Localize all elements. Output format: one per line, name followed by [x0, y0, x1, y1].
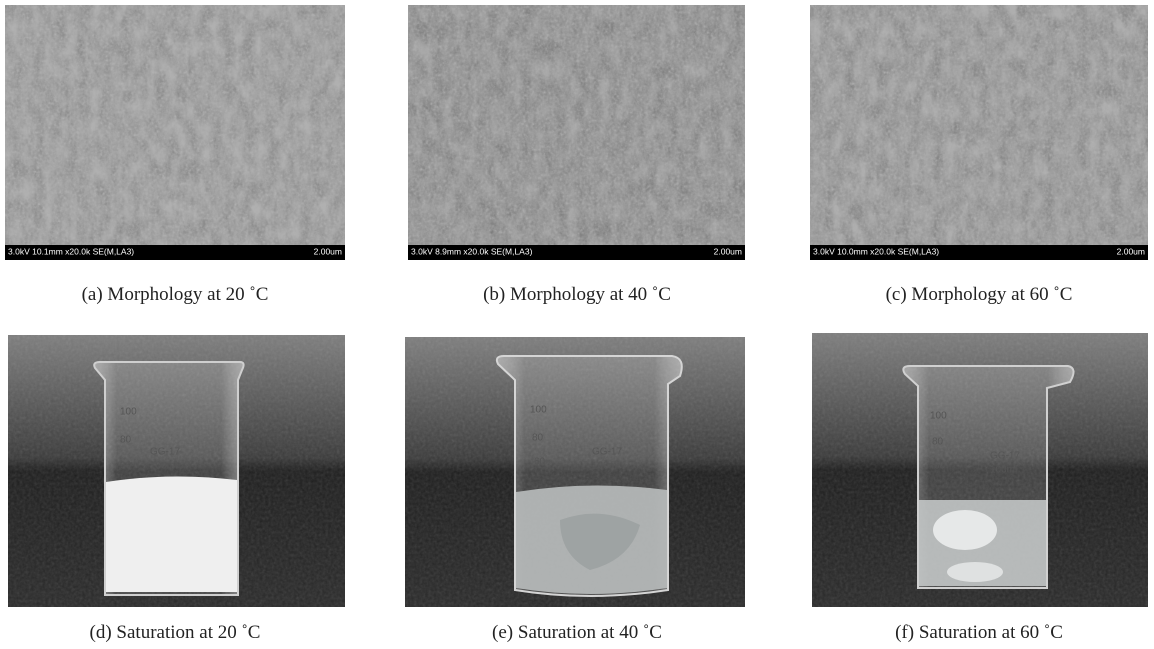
sem-scale: 2.00um: [314, 246, 342, 256]
photo-panel: 100 80 60 GG-17 100ml: [405, 337, 745, 607]
beaker-mark: 60: [120, 461, 132, 472]
sem-info: 3.0kV 10.0mm x20.0k SE(M,LA3): [813, 246, 939, 256]
sem-panel: 3.0kV 10.1mm x20.0k SE(M,LA3) 2.00um: [5, 5, 345, 260]
sem-info: 3.0kV 8.9mm x20.0k SE(M,LA3): [411, 246, 533, 256]
caption: (f) Saturation at 60 ˚C: [895, 622, 1063, 643]
photo-panel: 100 80 60 GG-17 100ml: [8, 335, 345, 607]
beaker-brand: GG-17: [592, 447, 622, 458]
sem-panel: 3.0kV 10.0mm x20.0k SE(M,LA3) 2.00um: [810, 5, 1148, 260]
figure: 3.0kV 10.1mm x20.0k SE(M,LA3) 2.00um (a)…: [0, 0, 1154, 649]
sem-panel: 3.0kV 8.9mm x20.0k SE(M,LA3) 2.00um: [408, 5, 745, 260]
beaker-mark: 80: [532, 433, 544, 444]
beaker-mark: 100: [120, 407, 137, 418]
sem-info: 3.0kV 10.1mm x20.0k SE(M,LA3): [8, 246, 134, 256]
beaker-mark: 80: [120, 435, 132, 446]
beaker-mark: 100: [930, 411, 947, 422]
photo-panel: 100 80 60 GG-17 100ml: [812, 333, 1148, 607]
beaker-brand: GG-17: [150, 447, 180, 458]
sem-scale: 2.00um: [714, 246, 742, 256]
beaker-mark: 60: [934, 461, 946, 472]
caption: (a) Morphology at 20 ˚C: [82, 284, 269, 305]
beaker-mark: 100: [530, 405, 547, 416]
beaker-mark: 80: [932, 437, 944, 448]
caption: (b) Morphology at 40 ˚C: [483, 284, 671, 305]
beaker-volume: 100ml: [150, 461, 177, 472]
beaker-brand: GG-17: [990, 451, 1020, 462]
sem-scale: 2.00um: [1117, 246, 1145, 256]
caption: (d) Saturation at 20 ˚C: [90, 622, 261, 643]
beaker-volume: 100ml: [592, 461, 619, 472]
caption: (c) Morphology at 60 ˚C: [886, 284, 1073, 305]
beaker-volume: 100ml: [990, 465, 1017, 476]
caption: (e) Saturation at 40 ˚C: [492, 622, 662, 643]
beaker-mark: 60: [534, 457, 546, 468]
